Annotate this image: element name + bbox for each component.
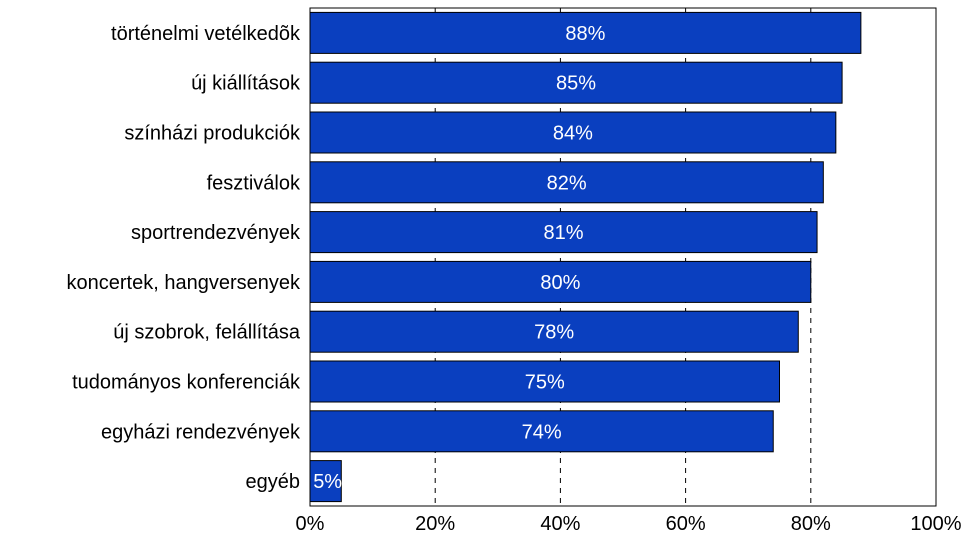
bar-value-label: 88% (565, 23, 605, 45)
category-label: sportrendezvények (131, 222, 301, 244)
x-tick-label: 0% (296, 513, 325, 535)
x-tick-label: 20% (415, 513, 455, 535)
category-label: egyházi rendezvények (101, 421, 301, 443)
x-tick-label: 60% (666, 513, 706, 535)
bar (309, 111, 837, 154)
bar-value-label: 78% (534, 322, 574, 344)
category-label: történelmi vetélkedõk (111, 23, 301, 45)
bar (309, 61, 843, 104)
category-label: új kiállítások (191, 73, 301, 95)
bar-value-label: 81% (544, 222, 584, 244)
bar-value-label: 75% (525, 372, 565, 394)
x-axis-tick-labels: 0% 20% 40% 60% 80% 100% (296, 513, 962, 535)
x-tick-label: 80% (791, 513, 831, 535)
bar-value-label: 85% (556, 73, 596, 95)
category-label: tudományos konferenciák (72, 372, 301, 394)
bar (309, 360, 780, 403)
bar-value-label: 80% (540, 272, 580, 294)
category-label: új szobrok, felállítása (113, 322, 301, 344)
bar (309, 11, 862, 54)
bar-value-label: 74% (522, 421, 562, 443)
plot-frame (309, 7, 937, 507)
category-label: egyéb (246, 471, 301, 493)
bar (309, 460, 342, 503)
x-tick-label: 40% (540, 513, 580, 535)
category-label: koncertek, hangversenyek (67, 272, 301, 294)
category-label: fesztiválok (207, 172, 301, 194)
bar-value-label: 5% (313, 471, 342, 493)
x-tick-label: 100% (910, 513, 961, 535)
bar-value-label: 82% (547, 172, 587, 194)
bars: 88% 85% 84% 82% 81% 80% 78% 75% 74% 5% (309, 11, 862, 503)
bar-value-label: 84% (553, 123, 593, 145)
category-labels: történelmi vetélkedõk új kiállítások szính… (67, 23, 301, 493)
bar (309, 410, 774, 453)
category-label: színházi produkciók (124, 123, 301, 145)
